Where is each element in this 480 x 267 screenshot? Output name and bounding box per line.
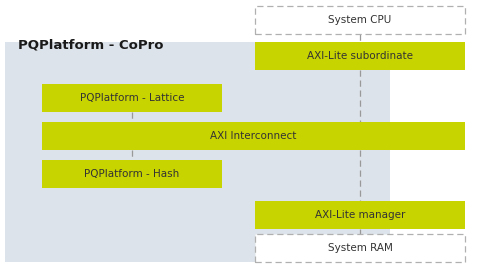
Text: AXI-Lite manager: AXI-Lite manager bbox=[315, 210, 405, 220]
FancyBboxPatch shape bbox=[42, 84, 222, 112]
Text: System CPU: System CPU bbox=[328, 15, 392, 25]
Text: AXI Interconnect: AXI Interconnect bbox=[210, 131, 297, 141]
FancyBboxPatch shape bbox=[255, 201, 465, 229]
FancyBboxPatch shape bbox=[255, 234, 465, 262]
Text: PQPlatform - Hash: PQPlatform - Hash bbox=[84, 169, 180, 179]
FancyBboxPatch shape bbox=[255, 42, 465, 70]
Text: System RAM: System RAM bbox=[327, 243, 393, 253]
FancyBboxPatch shape bbox=[42, 160, 222, 188]
FancyBboxPatch shape bbox=[5, 42, 390, 262]
Text: PQPlatform - Lattice: PQPlatform - Lattice bbox=[80, 93, 184, 103]
Text: AXI-Lite subordinate: AXI-Lite subordinate bbox=[307, 51, 413, 61]
FancyBboxPatch shape bbox=[42, 122, 465, 150]
FancyBboxPatch shape bbox=[255, 6, 465, 34]
Text: PQPlatform - CoPro: PQPlatform - CoPro bbox=[18, 39, 164, 52]
